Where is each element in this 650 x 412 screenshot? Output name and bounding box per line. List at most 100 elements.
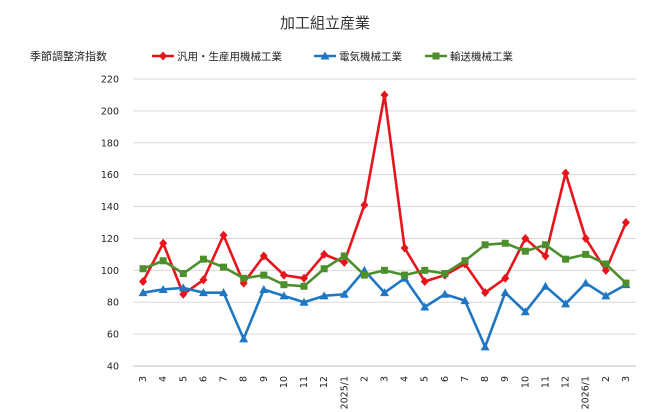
legend: 汎用・生産用機械工業 電気機械工業 輸送機械工業 <box>152 50 513 63</box>
x-tick-label: 9 <box>259 376 270 382</box>
data-point <box>481 288 490 298</box>
data-point <box>158 284 168 293</box>
data-point <box>380 90 389 100</box>
data-point <box>461 257 469 265</box>
x-tick-label: 5 <box>178 376 189 382</box>
data-point <box>179 270 187 278</box>
data-point <box>521 233 530 243</box>
data-point <box>300 273 309 283</box>
x-tick-label: 11 <box>299 376 310 388</box>
data-point <box>340 252 348 260</box>
x-tick-label: 12 <box>561 376 572 388</box>
data-point <box>280 281 288 289</box>
x-tick-label: 7 <box>219 376 230 382</box>
data-point <box>199 275 208 285</box>
data-point <box>380 288 389 297</box>
legend-label: 輸送機械工業 <box>450 50 513 63</box>
y-tick-label: 140 <box>101 202 119 213</box>
data-point <box>540 281 550 290</box>
x-tick-label: 8 <box>239 376 250 382</box>
data-point <box>240 274 248 282</box>
data-point <box>320 249 329 259</box>
data-point <box>621 218 630 227</box>
data-point <box>198 288 208 297</box>
data-point <box>401 271 409 279</box>
data-point <box>319 291 329 300</box>
x-tick-label: 7 <box>460 376 471 382</box>
chart-title: 加工組立産業 <box>280 14 370 32</box>
data-point <box>420 276 429 286</box>
y-tick-label: 60 <box>107 330 119 341</box>
data-point <box>481 241 489 249</box>
legend-item-3: 輸送機械工業 <box>425 50 513 63</box>
data-point <box>360 200 369 210</box>
legend-marker <box>159 51 167 61</box>
data-point <box>279 270 288 280</box>
data-point <box>178 283 188 292</box>
y-tick-label: 180 <box>101 138 119 149</box>
data-point <box>239 334 249 343</box>
x-tick-label: 6 <box>198 376 209 382</box>
data-point <box>601 291 611 300</box>
data-point <box>159 238 168 248</box>
y-tick-label: 220 <box>101 75 119 86</box>
x-tick-label: 2026/1 <box>581 376 592 409</box>
data-point <box>340 257 349 267</box>
x-tick-label: 2 <box>601 376 612 382</box>
x-tick-label: 11 <box>540 376 551 388</box>
data-point <box>440 289 450 298</box>
y-tick-label: 200 <box>101 106 119 117</box>
x-tick-label: 2025/1 <box>339 376 350 409</box>
data-point <box>541 251 550 261</box>
data-point <box>299 297 309 306</box>
y-tick-label: 80 <box>107 298 119 309</box>
legend-marker <box>432 52 440 60</box>
data-point <box>421 266 429 274</box>
data-point <box>279 291 289 300</box>
series-group <box>138 90 631 351</box>
data-point <box>582 250 590 258</box>
legend-item-2: 電気機械工業 <box>314 50 402 63</box>
data-point <box>622 279 630 287</box>
x-tick-label: 4 <box>400 376 411 382</box>
data-point <box>420 302 430 311</box>
x-tick-label: 8 <box>480 376 491 382</box>
data-point <box>199 255 207 263</box>
data-point <box>520 307 530 316</box>
data-point <box>501 239 509 247</box>
data-point <box>339 289 349 298</box>
legend-marker <box>320 51 330 60</box>
x-tick-label: 2 <box>359 376 370 382</box>
y-axis-ticks: 40 60 80 100 120 140 160 180 200 220 <box>101 75 119 373</box>
y-tick-label: 40 <box>107 362 119 373</box>
x-tick-label: 10 <box>520 376 531 388</box>
x-tick-label: 12 <box>319 376 330 388</box>
data-point <box>501 273 510 283</box>
x-tick-label: 3 <box>138 376 149 382</box>
x-tick-label: 4 <box>158 376 169 382</box>
data-point <box>441 270 449 278</box>
gridlines <box>133 78 636 367</box>
data-point <box>219 230 228 240</box>
y-tick-label: 120 <box>101 234 119 245</box>
data-point <box>381 266 388 274</box>
series-line <box>142 269 627 349</box>
x-tick-label: 6 <box>440 376 451 382</box>
legend-item-1: 汎用・生産用機械工業 <box>152 50 282 63</box>
data-point <box>480 342 490 351</box>
data-point <box>581 278 591 287</box>
data-point <box>220 263 228 271</box>
y-axis-label: 季節調整済指数 <box>30 49 107 63</box>
series-1 <box>139 90 630 299</box>
data-point <box>260 271 268 279</box>
data-point <box>400 243 409 253</box>
data-point <box>500 288 510 297</box>
data-point <box>259 251 268 261</box>
data-point <box>259 284 269 293</box>
data-point <box>601 265 610 275</box>
x-tick-label: 9 <box>500 376 511 382</box>
data-point <box>541 241 549 249</box>
data-point <box>138 288 148 297</box>
data-point <box>300 282 308 290</box>
